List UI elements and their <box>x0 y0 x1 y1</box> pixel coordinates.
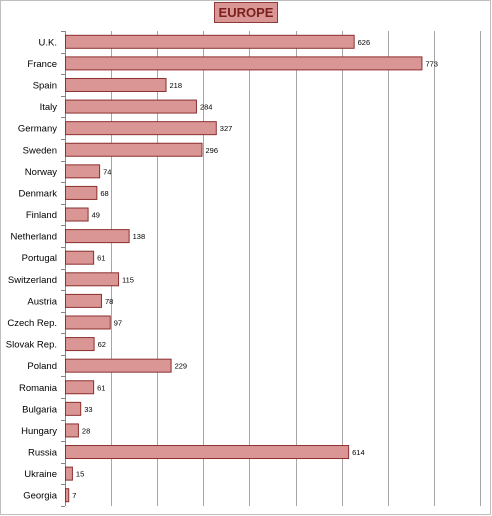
category-label: Romania <box>19 383 58 394</box>
category-label: Bulgaria <box>22 404 58 415</box>
category-label: Denmark <box>18 188 57 199</box>
bar <box>65 121 217 136</box>
value-label: 62 <box>98 340 106 349</box>
bar <box>65 488 70 503</box>
bar <box>65 56 423 71</box>
value-label: 28 <box>82 426 90 435</box>
value-label: 97 <box>114 318 122 327</box>
value-label: 68 <box>100 189 108 198</box>
category-label: Georgia <box>23 491 58 502</box>
bar <box>65 293 102 308</box>
bar <box>65 380 95 395</box>
value-label: 138 <box>133 232 146 241</box>
category-label: Finland <box>26 210 57 221</box>
bar <box>65 250 95 265</box>
bar <box>65 466 73 481</box>
value-label: 15 <box>76 470 84 479</box>
bar <box>65 229 130 244</box>
category-label: Sweden <box>23 145 57 156</box>
category-label: Slovak Rep. <box>6 340 57 351</box>
bar <box>65 185 98 200</box>
bar <box>65 337 95 352</box>
value-label: 74 <box>103 167 111 176</box>
bar <box>65 207 89 222</box>
value-label: 33 <box>84 405 92 414</box>
chart-title: EUROPE <box>214 2 278 23</box>
bar <box>65 272 120 287</box>
value-label: 61 <box>97 254 105 263</box>
bar <box>65 77 167 92</box>
value-label: 7 <box>72 491 76 500</box>
category-label: U.K. <box>39 37 57 48</box>
value-label: 229 <box>175 362 188 371</box>
category-label: Austria <box>27 296 57 307</box>
category-label: Poland <box>27 361 57 372</box>
bar <box>65 358 172 373</box>
bar <box>65 164 101 179</box>
value-label: 49 <box>92 211 100 220</box>
category-label: Ukraine <box>24 469 57 480</box>
bar <box>65 99 197 114</box>
category-label: Italy <box>40 102 58 113</box>
category-label: Netherland <box>11 232 57 243</box>
category-label: Germany <box>18 124 57 135</box>
value-label: 327 <box>220 124 233 133</box>
bar <box>65 34 355 49</box>
value-label: 218 <box>170 81 183 90</box>
category-label: Czech Rep. <box>7 318 57 329</box>
category-label: Switzerland <box>8 275 57 286</box>
bar <box>65 445 350 460</box>
value-label: 61 <box>97 383 105 392</box>
category-label: Spain <box>33 80 57 91</box>
value-label: 78 <box>105 297 113 306</box>
value-label: 296 <box>205 146 218 155</box>
value-label: 284 <box>200 103 213 112</box>
value-label: 773 <box>425 59 438 68</box>
value-label: 626 <box>358 38 371 47</box>
value-label: 614 <box>352 448 365 457</box>
category-label: Portugal <box>22 253 57 264</box>
category-label: France <box>27 59 57 70</box>
bar <box>65 401 82 416</box>
category-label: Russia <box>28 448 58 459</box>
bar <box>65 315 111 330</box>
category-label: Norway <box>25 167 57 178</box>
value-label: 115 <box>122 275 134 284</box>
category-label: Hungary <box>21 426 57 437</box>
bar <box>65 423 79 438</box>
bar <box>65 142 203 157</box>
